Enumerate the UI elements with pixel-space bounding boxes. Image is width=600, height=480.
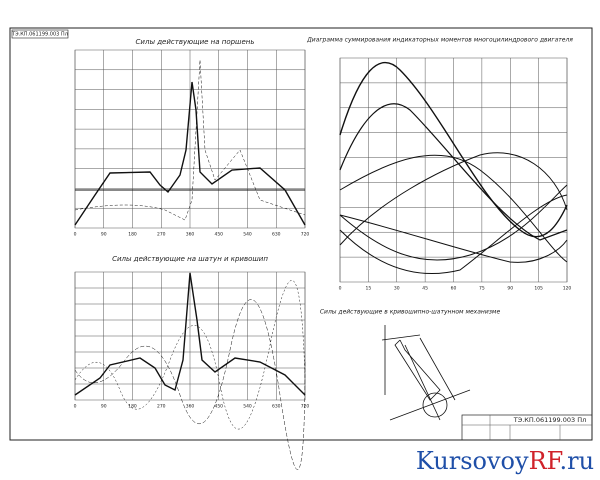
mechanism-sketch bbox=[381, 325, 471, 421]
x-tick-label: 270 bbox=[157, 404, 166, 410]
x-tick-label: 45 bbox=[422, 286, 428, 292]
x-tick-label: 630 bbox=[272, 404, 281, 410]
x-tick-label: 720 bbox=[301, 232, 310, 238]
chart-title: Диаграмма суммирования индикаторных моме… bbox=[306, 37, 573, 44]
code-box-text: ТЭ.КП.061199.003 Пл bbox=[11, 32, 68, 38]
watermark-suffix: .ru bbox=[560, 447, 595, 475]
chart-title: Силы действующие на шатун и кривошип bbox=[112, 255, 268, 263]
x-tick-label: 0 bbox=[74, 232, 77, 238]
plot-frame bbox=[74, 49, 306, 229]
x-tick-label: 360 bbox=[186, 404, 195, 410]
mechanism-title: Силы действующие в кривошипно-шатунном м… bbox=[320, 309, 501, 316]
x-tick-label: 0 bbox=[74, 404, 77, 410]
code-box bbox=[11, 29, 69, 39]
x-tick-label: 360 bbox=[186, 232, 195, 238]
stamp: ТЭ.КП.061199.003 Пл bbox=[461, 414, 593, 441]
x-tick-label: 450 bbox=[214, 232, 223, 238]
stamp-code: ТЭ.КП.061199.003 Пл bbox=[513, 416, 587, 424]
x-tick-label: 120 bbox=[563, 286, 572, 292]
x-tick-label: 450 bbox=[214, 404, 223, 410]
watermark-accent: RF bbox=[529, 447, 563, 475]
plot-frame bbox=[74, 271, 306, 401]
chart-title: Силы действующие на поршень bbox=[136, 38, 255, 46]
x-tick-label: 90 bbox=[101, 404, 107, 410]
x-tick-label: 90 bbox=[507, 286, 513, 292]
x-tick-label: 105 bbox=[534, 286, 543, 292]
watermark: KursovoyRF.ru bbox=[416, 447, 594, 475]
x-tick-label: 180 bbox=[128, 404, 137, 410]
x-tick-label: 15 bbox=[366, 286, 372, 292]
x-tick-label: 30 bbox=[394, 286, 400, 292]
curves bbox=[74, 59, 568, 470]
sheet-frame bbox=[9, 27, 593, 441]
x-tick-label: 540 bbox=[243, 404, 252, 410]
x-tick-label: 630 bbox=[272, 232, 281, 238]
x-tick-label: 180 bbox=[128, 232, 137, 238]
watermark-main: Kursovoy bbox=[416, 447, 529, 475]
x-tick-label: 270 bbox=[157, 232, 166, 238]
x-tick-label: 720 bbox=[301, 404, 310, 410]
x-tick-label: 90 bbox=[101, 232, 107, 238]
x-tick-label: 0 bbox=[339, 286, 342, 292]
x-tick-label: 60 bbox=[451, 286, 457, 292]
x-tick-label: 75 bbox=[479, 286, 485, 292]
x-tick-label: 540 bbox=[243, 232, 252, 238]
